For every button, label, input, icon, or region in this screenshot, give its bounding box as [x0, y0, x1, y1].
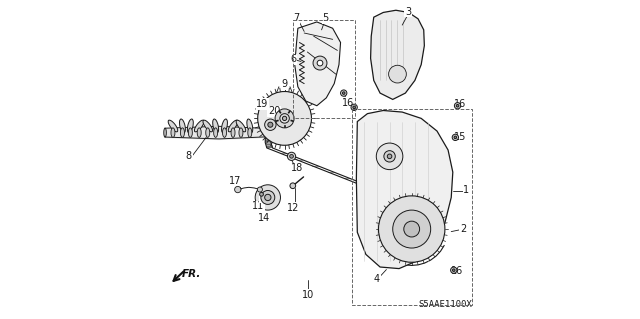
Ellipse shape	[221, 119, 227, 133]
Circle shape	[255, 185, 280, 210]
Circle shape	[261, 190, 275, 204]
Circle shape	[317, 60, 323, 66]
Ellipse shape	[228, 120, 238, 132]
Ellipse shape	[214, 128, 218, 137]
Ellipse shape	[247, 119, 253, 133]
Circle shape	[376, 143, 403, 170]
Ellipse shape	[179, 119, 186, 133]
Text: 9: 9	[282, 79, 287, 89]
Text: FR.: FR.	[182, 269, 201, 279]
Polygon shape	[294, 22, 340, 106]
Ellipse shape	[205, 128, 210, 137]
Circle shape	[387, 154, 392, 159]
Circle shape	[260, 192, 264, 196]
Text: 1: 1	[463, 185, 470, 196]
Text: 5: 5	[323, 13, 329, 23]
Text: 15: 15	[454, 132, 467, 142]
Circle shape	[290, 154, 293, 158]
Ellipse shape	[171, 128, 175, 137]
Circle shape	[353, 106, 355, 108]
Text: 12: 12	[287, 203, 300, 212]
Ellipse shape	[197, 128, 201, 137]
Text: 19: 19	[257, 99, 269, 109]
Text: 11: 11	[252, 201, 264, 211]
Bar	[351, 109, 472, 305]
Circle shape	[268, 122, 273, 127]
Circle shape	[257, 187, 262, 192]
Circle shape	[454, 136, 456, 139]
Ellipse shape	[248, 128, 252, 137]
Ellipse shape	[203, 120, 212, 132]
Text: 16: 16	[451, 266, 463, 276]
Text: 7: 7	[293, 13, 300, 23]
Circle shape	[290, 183, 296, 189]
Circle shape	[313, 56, 327, 70]
Text: 13: 13	[259, 192, 272, 203]
Text: 4: 4	[374, 274, 380, 284]
Text: 18: 18	[291, 163, 303, 173]
Ellipse shape	[188, 119, 193, 133]
Circle shape	[258, 92, 312, 145]
Polygon shape	[356, 110, 453, 269]
Circle shape	[275, 109, 294, 128]
Text: 2: 2	[460, 224, 467, 234]
Circle shape	[452, 134, 458, 141]
Circle shape	[351, 104, 357, 110]
Ellipse shape	[231, 128, 235, 137]
Text: 16: 16	[454, 99, 466, 109]
Ellipse shape	[223, 128, 227, 137]
Circle shape	[342, 92, 345, 94]
Circle shape	[393, 210, 431, 248]
Ellipse shape	[275, 129, 277, 137]
Circle shape	[287, 152, 296, 160]
Circle shape	[265, 119, 276, 130]
Ellipse shape	[236, 120, 246, 132]
Circle shape	[388, 65, 406, 83]
Ellipse shape	[164, 128, 166, 137]
Ellipse shape	[212, 119, 219, 133]
Circle shape	[452, 269, 455, 271]
Text: 14: 14	[257, 213, 270, 223]
Ellipse shape	[195, 120, 204, 132]
Ellipse shape	[188, 128, 193, 137]
Text: 8: 8	[186, 151, 192, 161]
Ellipse shape	[239, 128, 243, 137]
Polygon shape	[371, 10, 424, 100]
Ellipse shape	[180, 128, 184, 137]
Circle shape	[235, 186, 241, 193]
Circle shape	[340, 90, 347, 96]
Text: 10: 10	[302, 290, 314, 300]
Circle shape	[265, 194, 271, 201]
Circle shape	[454, 103, 461, 109]
Text: 3: 3	[405, 6, 411, 17]
Text: 6: 6	[290, 54, 296, 64]
Text: 20: 20	[268, 107, 280, 116]
Circle shape	[378, 196, 445, 262]
Circle shape	[384, 151, 396, 162]
Circle shape	[280, 114, 289, 123]
Text: 16: 16	[342, 98, 355, 108]
Ellipse shape	[168, 120, 178, 132]
Circle shape	[404, 221, 420, 237]
Bar	[293, 20, 355, 118]
Circle shape	[451, 267, 457, 273]
Text: 17: 17	[229, 176, 241, 186]
Circle shape	[456, 105, 459, 107]
Text: S5AAE1100X: S5AAE1100X	[418, 300, 472, 309]
Circle shape	[282, 116, 287, 121]
